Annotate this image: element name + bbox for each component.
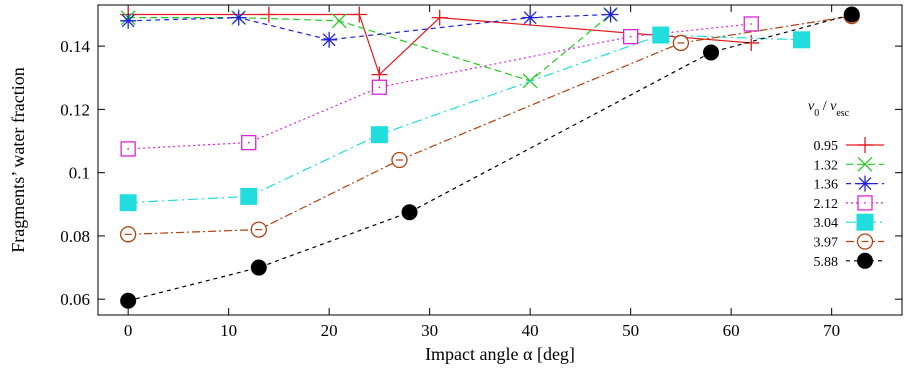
x-tick-label: 0 [124, 321, 133, 340]
data-point [623, 28, 639, 45]
legend-item: 3.97 [814, 233, 884, 251]
series-5.88 [120, 6, 860, 309]
legend-item: 5.88 [814, 252, 884, 270]
series-layer [119, 6, 860, 309]
x-tick-label: 10 [220, 321, 237, 340]
data-point [602, 6, 619, 23]
legend-label: 0.95 [814, 139, 839, 154]
data-point [331, 13, 347, 29]
data-point [241, 134, 257, 151]
data-point [120, 292, 137, 309]
data-point [391, 151, 408, 169]
legend-label: 1.32 [814, 158, 839, 173]
x-tick-label: 60 [723, 321, 740, 340]
series-line [128, 13, 611, 41]
x-tick-label: 30 [421, 321, 438, 340]
legend-item: 1.36 [814, 175, 884, 193]
y-axis-title: Fragments’ water fraction [8, 67, 28, 253]
series-0.95 [120, 6, 760, 83]
legend-swatch-marker [857, 195, 873, 211]
data-point [401, 204, 418, 221]
data-point [120, 141, 136, 157]
legend-label: 1.36 [814, 178, 839, 193]
x-tick-label: 70 [823, 321, 840, 340]
data-point [230, 9, 247, 26]
data-point [260, 6, 277, 23]
data-point [370, 126, 388, 144]
data-point [431, 9, 448, 26]
legend: v0 / vesc 0.95 1.32 1.36 2.12 3.04 3.97 5.88 [808, 99, 884, 270]
y-tick-label: 0.08 [60, 227, 90, 246]
data-point [843, 6, 860, 23]
legend-title: v0 / vesc [808, 99, 850, 119]
data-point [119, 194, 137, 212]
data-point [321, 31, 338, 48]
x-axis: 0 10 20 30 40 50 60 70 [124, 5, 840, 340]
data-point [793, 31, 810, 49]
x-tick-label: 50 [622, 321, 639, 340]
legend-item: 3.04 [814, 213, 884, 231]
series-line [128, 13, 852, 302]
y-tick-label: 0.14 [60, 37, 90, 56]
data-point [703, 44, 720, 61]
plot-frame [97, 4, 903, 316]
data-point [672, 34, 690, 52]
series-line [128, 23, 752, 150]
series-3.04 [119, 26, 810, 212]
y-tick-label: 0.1 [69, 164, 90, 183]
x-tick-label: 20 [321, 321, 338, 340]
x-tick-label: 40 [522, 321, 539, 340]
series-3.97 [119, 7, 860, 243]
data-point [351, 6, 368, 23]
series-2.12 [120, 16, 759, 157]
legend-label: 3.97 [814, 236, 839, 251]
data-point [652, 26, 670, 44]
data-point [743, 16, 759, 32]
data-point [119, 226, 137, 243]
legend-item: 0.95 [814, 137, 884, 154]
y-axis: 0.06 0.08 0.1 0.12 0.14 [60, 37, 902, 309]
legend-label: 3.04 [814, 216, 839, 231]
series-line [128, 15, 852, 235]
legend-swatch-marker [856, 213, 874, 231]
data-point [250, 259, 267, 276]
data-point [120, 12, 137, 29]
data-point [240, 187, 258, 205]
legend-item: 1.32 [814, 156, 884, 173]
series-1.32 [120, 7, 619, 89]
data-point [250, 221, 267, 238]
legend-item: 2.12 [814, 195, 884, 212]
legend-label: 5.88 [814, 255, 839, 270]
data-point [371, 79, 388, 95]
data-point [522, 9, 539, 26]
legend-swatch-marker [857, 137, 873, 153]
y-tick-label: 0.06 [60, 290, 90, 309]
legend-label: 2.12 [814, 197, 839, 212]
x-axis-title: Impact angle α [deg] [425, 344, 575, 364]
legend-swatch-marker [857, 156, 873, 172]
legend-swatch-marker [857, 252, 873, 269]
series-line [128, 13, 752, 76]
legend-swatch-marker [857, 175, 873, 192]
y-tick-label: 0.12 [60, 100, 90, 119]
series-line [128, 14, 611, 82]
legend-swatch-marker [856, 233, 874, 250]
series-1.36 [120, 6, 619, 48]
